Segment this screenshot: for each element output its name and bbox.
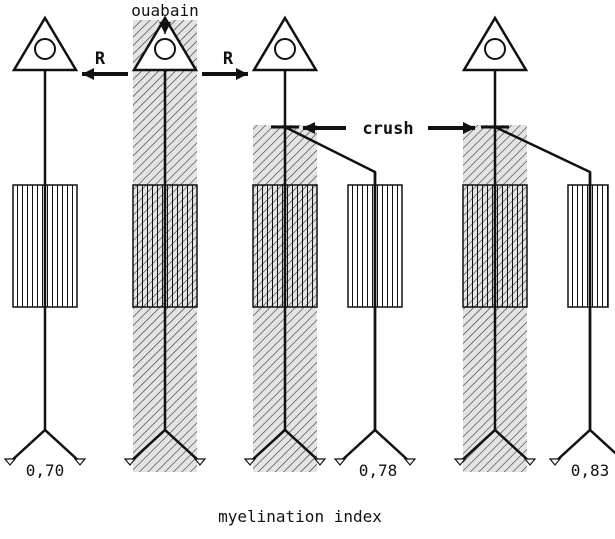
myelin [12, 184, 78, 308]
synapse [313, 458, 327, 466]
synapse [73, 458, 87, 466]
myelin [462, 184, 528, 308]
nucleus [484, 38, 506, 60]
synapse [123, 458, 137, 466]
synapse [548, 458, 562, 466]
myelin [252, 184, 318, 308]
terminal [249, 428, 321, 463]
r-label: R [95, 49, 106, 69]
arrow-head [159, 22, 171, 34]
terminal [9, 428, 81, 463]
synapse [3, 458, 17, 466]
axis-label: myelination index [218, 507, 382, 526]
synapse [453, 458, 467, 466]
crush-label: crush [362, 119, 413, 139]
ouabain-label: ouabain [131, 1, 198, 20]
synapse [243, 458, 257, 466]
r-label: R [223, 49, 234, 69]
index-value: 0,78 [359, 461, 398, 480]
index-value: 0,70 [26, 461, 65, 480]
nucleus [34, 38, 56, 60]
index-value: 0,83 [571, 461, 610, 480]
synapse [333, 458, 347, 466]
terminal [459, 428, 531, 463]
nucleus [154, 38, 176, 60]
terminal [339, 428, 411, 463]
synapse [403, 458, 417, 466]
terminal [129, 428, 201, 463]
myelin [567, 184, 609, 308]
myelin [132, 184, 198, 308]
synapse [523, 458, 537, 466]
myelin [347, 184, 403, 308]
arrow-head [82, 68, 94, 80]
arrow-head [303, 122, 315, 134]
arrow-head [236, 68, 248, 80]
terminal [554, 428, 615, 463]
nucleus [274, 38, 296, 60]
synapse [193, 458, 207, 466]
arrow-head [463, 122, 475, 134]
